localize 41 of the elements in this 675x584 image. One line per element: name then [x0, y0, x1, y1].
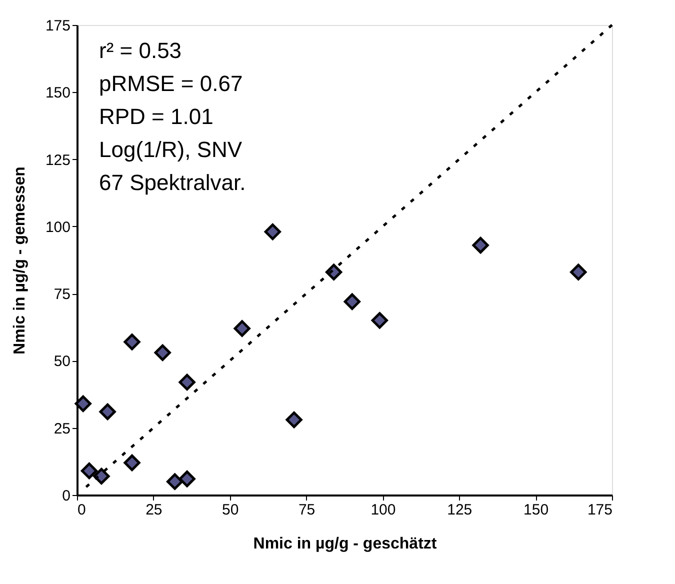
point	[124, 334, 140, 350]
y-tick-label: 150	[45, 84, 70, 102]
x-tick-label: 150	[524, 502, 549, 518]
x-tick-label: 100	[370, 502, 396, 518]
point	[80, 462, 98, 480]
point	[286, 411, 302, 428]
y-tick-label: 75	[54, 286, 70, 304]
x-tick-label: 50	[222, 502, 239, 518]
y-tick-label: 0	[62, 488, 70, 504]
x-tick-label: 125	[447, 502, 472, 518]
y-tick-label: 125	[45, 152, 70, 169]
y-axis-title: Nmic in µg/g - gemessen	[11, 166, 28, 354]
y-tick-label: 25	[54, 420, 70, 438]
point	[371, 312, 388, 329]
point	[178, 470, 196, 488]
point	[124, 454, 140, 472]
point	[325, 264, 342, 280]
annotation: pRMSE = 0.67	[99, 71, 243, 96]
point	[93, 468, 110, 485]
y-tick-label: 50	[54, 353, 70, 370]
y-tick-label: 100	[45, 218, 70, 236]
x-tick-label: 0	[78, 502, 86, 518]
annotation: RPD = 1.01	[99, 104, 214, 129]
point	[472, 236, 489, 254]
annotation: r² = 0.53	[99, 38, 182, 63]
point	[154, 344, 171, 361]
point	[166, 473, 184, 490]
x-axis-title: Nmic in µg/g - geschätzt	[253, 536, 438, 552]
point	[99, 403, 116, 420]
point	[234, 320, 250, 337]
x-tick-label: 175	[587, 502, 612, 518]
point	[344, 293, 360, 310]
y-tick-label: 175	[45, 18, 70, 34]
point	[178, 374, 196, 391]
point	[570, 264, 587, 280]
x-tick-label: 75	[298, 502, 316, 518]
x-tick-label: 25	[146, 502, 162, 518]
annotation: 67 Spektralvar.	[99, 170, 246, 195]
point	[264, 223, 281, 240]
annotation: Log(1/R), SNV	[99, 137, 242, 162]
point	[74, 395, 92, 412]
